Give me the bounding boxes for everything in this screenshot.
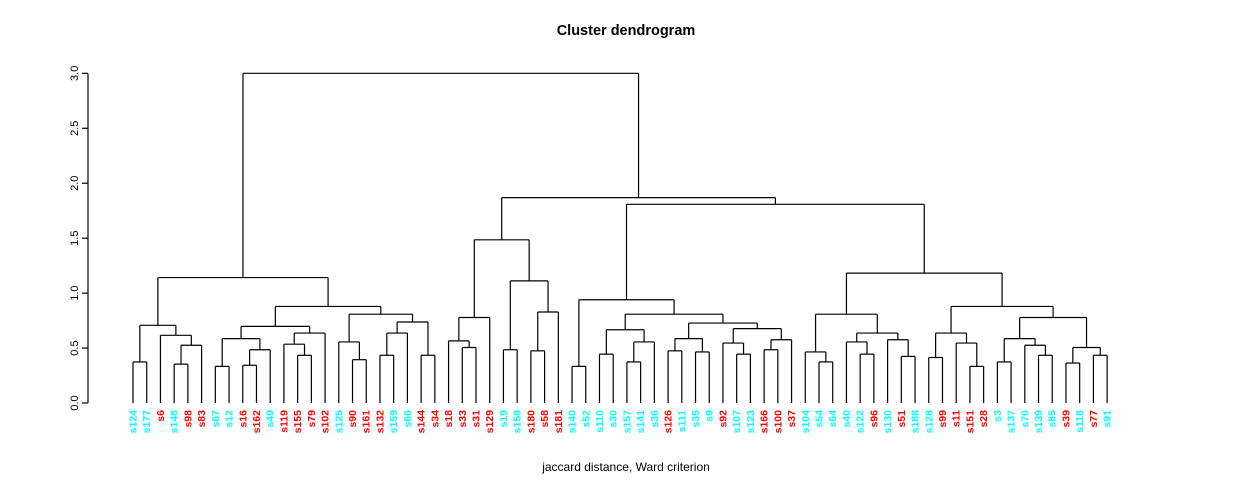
leaf-label-s79: s79 <box>306 410 318 428</box>
leaf-label-s181: s181 <box>553 410 565 434</box>
leaf-label-s122: s122 <box>855 410 867 434</box>
leaf-label-s34: s34 <box>429 410 441 428</box>
leaf-label-s11: s11 <box>951 410 963 427</box>
y-axis: 0.0 0.5 1.0 1.5 2.0 2.5 3.0 <box>69 66 89 411</box>
leaf-label-s19: s19 <box>498 410 510 428</box>
leaf-label-s126: s126 <box>663 410 675 434</box>
x-axis-label: jaccard distance, Ward criterion <box>541 460 710 474</box>
leaf-label-s12: s12 <box>224 410 236 428</box>
y-tick-label: 0.5 <box>69 340 81 355</box>
leaf-label-s151: s151 <box>964 410 976 434</box>
leaf-label-s85: s85 <box>1047 410 1059 428</box>
leaf-label-s140: s140 <box>567 410 579 434</box>
leaf-label-s6: s6 <box>155 410 167 422</box>
leaf-label-s67: s67 <box>210 410 222 428</box>
y-tick-label: 1.5 <box>69 231 81 246</box>
leaf-label-s49: s49 <box>265 410 277 428</box>
leaf-label-s39: s39 <box>1060 410 1072 428</box>
leaf-labels: s124 s177 s6 s148 s98 s83 s67 s12 s16 s162 s49 s119… <box>128 410 1114 434</box>
leaf-label-s141: s141 <box>635 410 647 434</box>
leaf-label-s90: s90 <box>347 410 359 428</box>
leaf-label-s31: s31 <box>471 410 483 428</box>
leaf-label-s33: s33 <box>457 410 469 428</box>
y-tick-label: 0.0 <box>69 395 81 410</box>
leaf-label-s99: s99 <box>937 410 949 428</box>
leaf-label-s158: s158 <box>512 410 524 434</box>
leaf-label-s92: s92 <box>717 410 729 428</box>
leaf-label-s166: s166 <box>759 410 771 434</box>
y-tick-label: 2.5 <box>69 121 81 136</box>
leaf-label-s40: s40 <box>841 410 853 428</box>
leaf-label-s96: s96 <box>868 410 880 428</box>
leaf-label-s188: s188 <box>910 410 922 434</box>
leaf-label-s16: s16 <box>237 410 249 428</box>
leaf-label-s54: s54 <box>814 410 826 428</box>
leaf-label-s52: s52 <box>580 410 592 428</box>
leaf-label-s124: s124 <box>128 410 140 434</box>
leaf-label-s148: s148 <box>169 410 181 434</box>
leaf-label-s104: s104 <box>800 410 812 434</box>
leaf-label-s3: s3 <box>992 410 1004 422</box>
leaf-label-s144: s144 <box>416 410 428 434</box>
leaf-label-s177: s177 <box>141 410 153 434</box>
leaf-label-s83: s83 <box>196 410 208 428</box>
leaf-label-s100: s100 <box>772 410 784 434</box>
leaf-label-s130: s130 <box>882 410 894 434</box>
leaf-label-s28: s28 <box>978 410 990 428</box>
leaf-label-s102: s102 <box>320 410 332 434</box>
leaf-label-s159: s159 <box>388 410 400 434</box>
leaf-label-s64: s64 <box>827 410 839 428</box>
leaf-label-s129: s129 <box>484 410 496 434</box>
leaf-label-s118: s118 <box>1074 410 1086 433</box>
leaf-label-s77: s77 <box>1088 410 1100 428</box>
leaf-label-s35: s35 <box>690 410 702 428</box>
leaf-label-s107: s107 <box>731 410 743 434</box>
leaf-label-s18: s18 <box>443 410 455 428</box>
dendrogram-branches <box>132 72 1108 403</box>
chart-title: Cluster dendrogram <box>557 23 696 39</box>
leaf-label-s30: s30 <box>608 410 620 428</box>
leaf-label-s37: s37 <box>786 410 798 428</box>
leaf-label-s125: s125 <box>333 410 345 434</box>
leaf-label-s123: s123 <box>745 410 757 434</box>
leaf-label-s51: s51 <box>896 410 908 428</box>
leaf-label-s119: s119 <box>278 410 290 433</box>
leaf-label-s98: s98 <box>182 410 194 428</box>
leaf-label-s180: s180 <box>525 410 537 434</box>
leaf-label-s58: s58 <box>539 410 551 428</box>
leaf-label-s137: s137 <box>1006 410 1018 434</box>
leaf-label-s111: s111 <box>676 410 688 432</box>
leaf-label-s36: s36 <box>649 410 661 428</box>
y-tick-label: 1.0 <box>69 285 81 300</box>
y-tick-label: 2.0 <box>69 176 81 191</box>
leaf-label-s66: s66 <box>402 410 414 428</box>
leaf-label-s132: s132 <box>374 410 386 434</box>
leaf-label-s162: s162 <box>251 410 263 434</box>
leaf-label-s161: s161 <box>361 410 373 434</box>
leaf-label-s110: s110 <box>594 410 606 433</box>
leaf-label-s157: s157 <box>621 410 633 434</box>
leaf-label-s128: s128 <box>923 410 935 434</box>
leaf-label-s139: s139 <box>1033 410 1045 434</box>
leaf-label-s155: s155 <box>292 410 304 434</box>
leaf-label-s91: s91 <box>1102 410 1114 428</box>
leaf-label-s70: s70 <box>1019 410 1031 428</box>
leaf-label-s9: s9 <box>704 410 716 422</box>
y-tick-label: 3.0 <box>69 66 81 81</box>
